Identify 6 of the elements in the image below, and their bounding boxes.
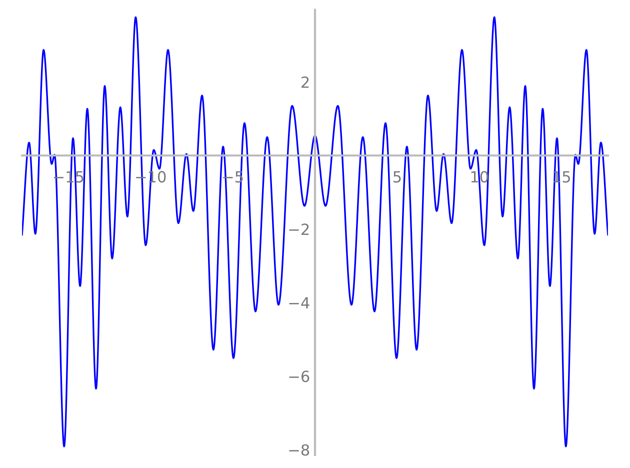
y-tick-label: −8: [289, 444, 310, 456]
y-tick-label: −4: [289, 297, 310, 308]
y-tick-label: −6: [289, 370, 310, 382]
x-tick-label: 5: [394, 171, 401, 183]
y-tick-label: −2: [289, 224, 309, 235]
y-tick-label: 2: [302, 76, 309, 88]
